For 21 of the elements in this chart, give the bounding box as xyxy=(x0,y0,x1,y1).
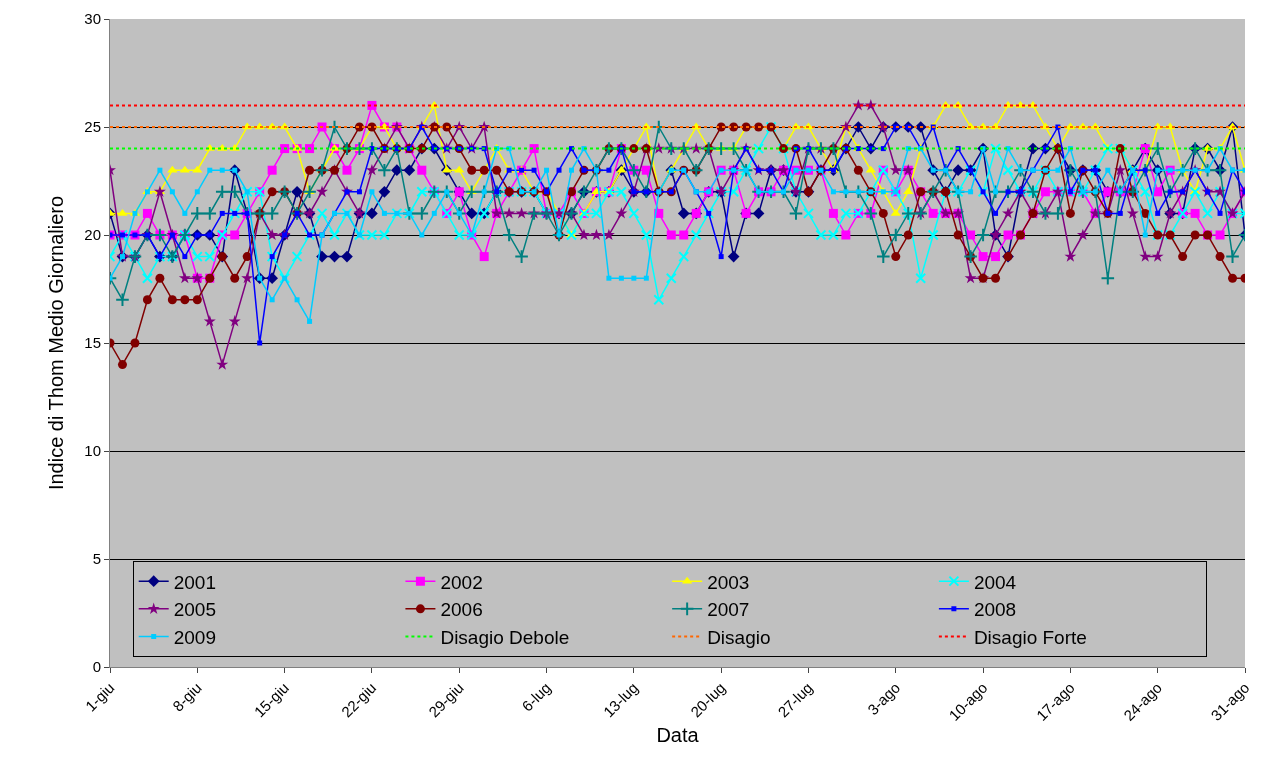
legend-label: Disagio Forte xyxy=(973,626,1087,648)
legend-label: 2003 xyxy=(707,571,750,593)
y-axis-title: Indice di Thom Medio Giornaliero xyxy=(44,195,67,491)
x-axis-title: Data xyxy=(656,724,700,747)
y-tick-label: 0 xyxy=(92,658,101,676)
legend-label: 2005 xyxy=(173,599,216,621)
y-tick-label: 15 xyxy=(84,334,101,352)
legend-label: 2007 xyxy=(707,599,750,621)
y-tick-label: 20 xyxy=(84,226,101,244)
legend-label: Disagio Debole xyxy=(440,626,570,648)
y-tick-label: 30 xyxy=(84,10,101,28)
y-tick-label: 5 xyxy=(92,550,101,568)
legend-label: 2002 xyxy=(440,571,483,593)
legend-label: 2004 xyxy=(973,571,1017,593)
legend-label: 2006 xyxy=(440,599,483,621)
legend-label: 2001 xyxy=(173,571,216,593)
legend-label: 2009 xyxy=(173,626,216,648)
legend-label: Disagio xyxy=(707,626,771,648)
y-tick-label: 10 xyxy=(84,442,101,460)
legend-label: 2008 xyxy=(973,599,1017,621)
y-tick-label: 25 xyxy=(84,118,101,136)
